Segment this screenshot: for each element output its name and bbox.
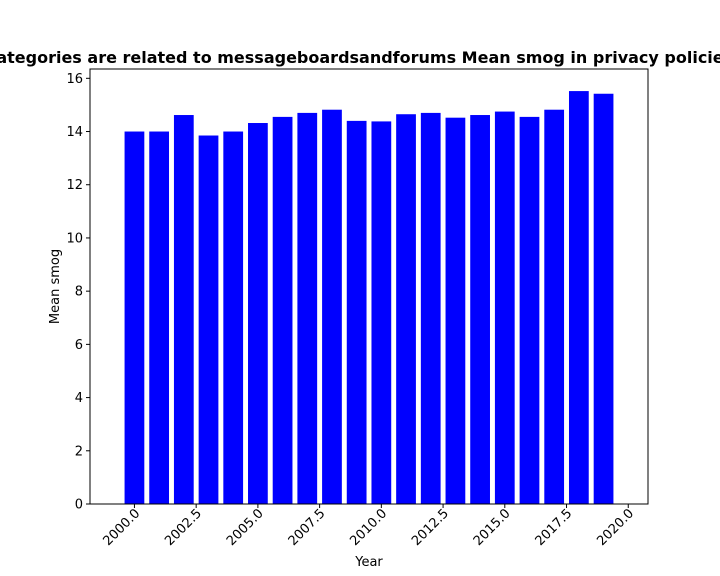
bar-2015 [494, 111, 515, 504]
bar-2008 [322, 109, 342, 504]
y-tick-label: 10 [66, 231, 83, 246]
bar-2014 [470, 115, 490, 504]
x-tick-label: 2005.0 [224, 506, 267, 549]
y-tick-label: 12 [66, 178, 83, 193]
x-tick-label: 2017.5 [533, 506, 576, 549]
bar-2002 [173, 115, 194, 504]
bar-2012 [420, 112, 441, 505]
y-axis: 0 2 4 6 8 10 12 14 16 [66, 72, 90, 513]
bar-2009 [346, 120, 367, 504]
x-tick-label: 2002.5 [162, 506, 205, 549]
x-tick-label: 2000.0 [100, 506, 143, 549]
x-tick-label: 2007.5 [286, 506, 329, 549]
bar-2007 [297, 112, 318, 505]
bar-2000 [124, 131, 145, 504]
bar-2013 [445, 117, 466, 504]
bar-2010 [371, 121, 392, 504]
x-axis: 2000.0 2002.5 2005.0 2007.5 2010.0 2012.5 2015… [100, 504, 637, 549]
bars-group [124, 91, 614, 505]
y-tick-label: 0 [75, 498, 83, 513]
bar-2001 [149, 131, 170, 504]
y-tick-label: 8 [75, 285, 83, 300]
bar-2005 [248, 123, 268, 505]
bar-2003 [198, 135, 219, 504]
x-tick-label: 2020.0 [594, 506, 637, 549]
x-tick-label: 2015.0 [471, 506, 514, 549]
bar-2016 [519, 116, 540, 505]
bar-2018 [568, 91, 589, 504]
bar-2004 [223, 131, 244, 504]
chart-title: categories are related to messageboardsa… [0, 48, 720, 67]
y-tick-label: 4 [75, 391, 83, 406]
y-axis-label: Mean smog [48, 249, 63, 324]
y-tick-label: 16 [66, 72, 83, 87]
bar-2006 [272, 116, 293, 505]
x-tick-label: 2012.5 [409, 506, 452, 549]
bar-2011 [396, 114, 416, 504]
x-tick-label: 2010.0 [347, 506, 390, 549]
plot-frame [89, 68, 649, 505]
y-tick-label: 2 [75, 444, 83, 459]
y-tick-label: 6 [75, 338, 83, 353]
bar-2017 [544, 109, 565, 504]
y-tick-label: 14 [66, 125, 83, 140]
bar-2019 [593, 93, 614, 505]
x-axis-label: Year [354, 555, 383, 570]
